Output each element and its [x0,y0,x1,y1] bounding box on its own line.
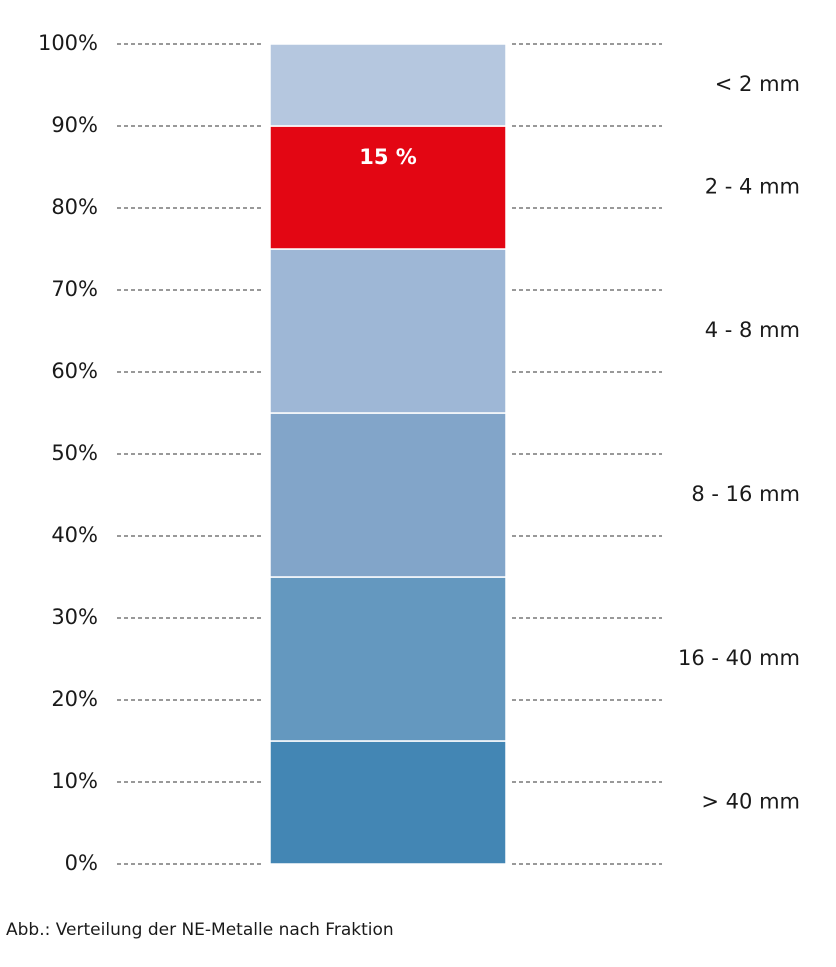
legend-label: < 2 mm [715,72,800,96]
y-tick-label: 70% [51,277,98,301]
legend-label: 8 - 16 mm [691,482,800,506]
data-label: 15 % [359,145,417,169]
y-tick-label: 40% [51,523,98,547]
bar-segment [269,576,507,742]
bar-segment [269,248,507,414]
y-tick-label: 0% [65,851,98,875]
legend-label: 16 - 40 mm [678,646,800,670]
bar-segment [269,412,507,578]
y-tick-label: 60% [51,359,98,383]
y-tick-label: 50% [51,441,98,465]
y-tick-label: 100% [38,31,98,55]
caption: Abb.: Verteilung der NE-Metalle nach Fra… [6,920,394,940]
legend-label: > 40 mm [701,790,800,814]
bar-segment [269,43,507,127]
y-tick-label: 20% [51,687,98,711]
legend-label: 4 - 8 mm [705,318,800,342]
bar-segment [269,125,507,250]
y-tick-label: 10% [51,769,98,793]
bar-segment [269,740,507,865]
y-tick-label: 90% [51,113,98,137]
legend-label: 2 - 4 mm [705,175,800,199]
y-tick-label: 80% [51,195,98,219]
y-tick-label: 30% [51,605,98,629]
